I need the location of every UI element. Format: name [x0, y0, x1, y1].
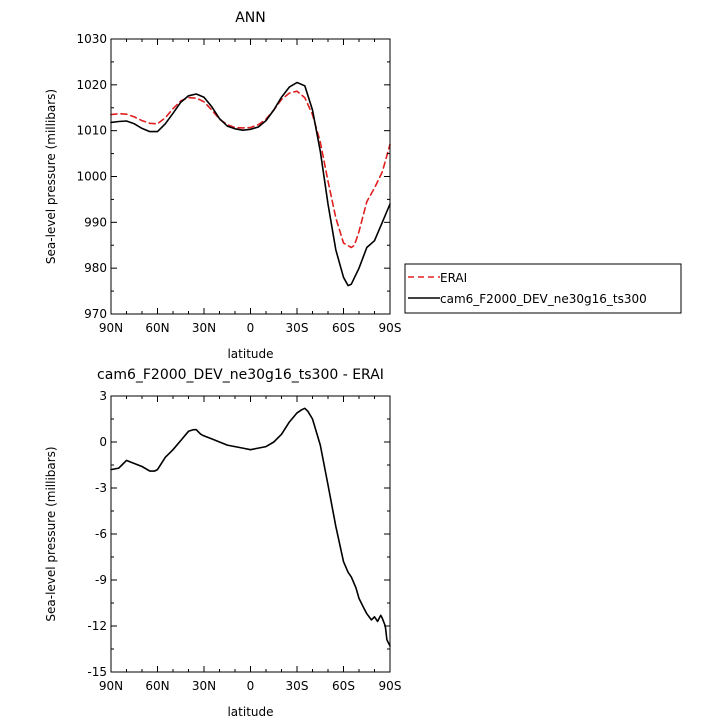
chart-title: cam6_F2000_DEV_ne30g16_ts300 - ERAI	[97, 367, 384, 383]
x-axis-label: latitude	[227, 705, 273, 719]
y-tick-label: 1030	[76, 32, 107, 46]
legend: ERAI cam6_F2000_DEV_ne30g16_ts300	[404, 263, 682, 314]
y-axis-label: Sea-level pressure (millibars)	[44, 446, 58, 621]
x-tick-label: 60N	[145, 321, 169, 335]
x-tick-label: 90S	[379, 321, 402, 335]
y-tick-label: 1020	[76, 78, 107, 92]
x-tick-label: 90S	[379, 679, 402, 693]
plot-frame	[110, 395, 391, 673]
legend-label-model: cam6_F2000_DEV_ne30g16_ts300	[440, 292, 647, 306]
chart-panel-climatology: ANN 90N 60N 30N 0 30S 60S 90S 970 980 990 1000 101…	[44, 10, 401, 361]
x-tick-label: 30N	[192, 679, 216, 693]
y-tick-label: 970	[84, 307, 107, 321]
y-tick-label: 980	[84, 261, 107, 275]
plot-frame	[110, 38, 391, 315]
legend-label-erai: ERAI	[440, 271, 467, 285]
y-tick-label: 1010	[76, 124, 107, 138]
x-tick-label: 30N	[192, 321, 216, 335]
x-tick-label: 90N	[99, 679, 123, 693]
x-tick-label: 60N	[145, 679, 169, 693]
x-tick-label: 60S	[332, 321, 355, 335]
y-tick-label: 990	[84, 215, 107, 229]
series-line-difference	[110, 407, 391, 647]
x-tick-label: 60S	[332, 679, 355, 693]
y-tick-label: 1000	[76, 170, 107, 184]
y-tick-label: -9	[95, 573, 107, 587]
y-tick-label: 0	[99, 435, 107, 449]
x-tick-label: 0	[247, 321, 255, 335]
x-axis-label: latitude	[227, 347, 273, 361]
x-tick-label: 30S	[286, 679, 309, 693]
x-tick-label: 90N	[99, 321, 123, 335]
y-tick-label: -3	[95, 481, 107, 495]
x-tick-label: 30S	[286, 321, 309, 335]
chart-panel-difference: cam6_F2000_DEV_ne30g16_ts300 - ERAI 90N 6…	[44, 367, 401, 719]
y-tick-label: -6	[95, 527, 107, 541]
y-tick-label: -12	[87, 619, 107, 633]
y-axis-label: Sea-level pressure (millibars)	[44, 89, 58, 264]
legend-box	[404, 263, 682, 314]
series-line-cam6-f2000-dev-ne30g16-ts300	[110, 81, 391, 287]
chart-title: ANN	[235, 10, 266, 26]
y-tick-label: -15	[87, 665, 107, 679]
x-tick-label: 0	[247, 679, 255, 693]
y-tick-label: 3	[99, 389, 107, 403]
series-line-erai	[110, 90, 391, 249]
